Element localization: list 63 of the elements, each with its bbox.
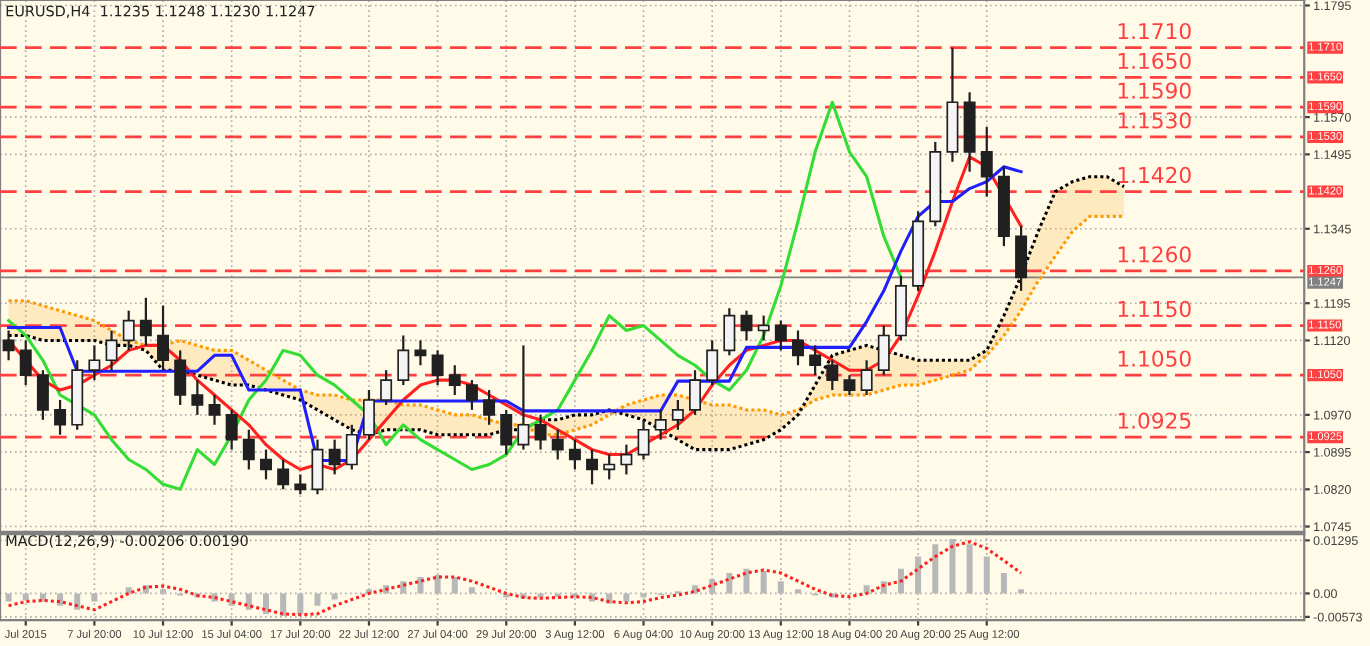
candlestick — [174, 349, 187, 407]
candlestick — [362, 388, 375, 441]
text: 1.1530 — [1118, 112, 1191, 129]
candlestick — [465, 379, 478, 412]
candlestick — [277, 458, 290, 491]
candlestick — [517, 344, 530, 451]
text: 1.1420 — [1118, 166, 1191, 184]
text: 1.1590 — [1118, 82, 1191, 99]
candlestick — [191, 379, 204, 416]
candlestick — [1015, 225, 1028, 292]
candlestick — [54, 398, 67, 436]
text: 1.1150 — [1118, 300, 1191, 318]
candlestick — [260, 448, 272, 481]
candlestick — [448, 364, 461, 397]
candlestick — [654, 408, 667, 441]
candlestick — [328, 438, 341, 476]
candlestick — [157, 304, 170, 372]
candlestick — [826, 359, 839, 392]
candlestick — [208, 393, 221, 426]
candlestick — [568, 438, 581, 471]
text: 1.1260 — [1118, 246, 1191, 263]
candlestick — [483, 388, 496, 426]
candlestick — [534, 413, 547, 451]
candlestick — [36, 369, 49, 421]
candlestick — [380, 369, 393, 407]
text: 1.0925 — [1118, 412, 1191, 429]
candlestick — [620, 443, 633, 476]
candlestick — [723, 307, 736, 357]
candlestick — [311, 438, 324, 496]
text: 1.1650 — [1118, 52, 1191, 70]
candlestick — [877, 324, 890, 377]
candlestick — [706, 339, 719, 387]
candlestick — [139, 296, 152, 347]
candlestick — [809, 344, 822, 377]
candlestick — [671, 398, 684, 431]
candlestick — [689, 369, 702, 416]
candlestick — [397, 334, 410, 387]
candlestick — [843, 374, 856, 397]
candlestick — [431, 349, 444, 387]
candlestick — [242, 428, 255, 471]
candlestick — [792, 329, 804, 367]
candlestick — [122, 309, 135, 352]
candlestick — [225, 408, 238, 451]
candlestick — [637, 418, 650, 461]
text: 1.1710 — [1118, 22, 1191, 40]
candlestick — [345, 423, 358, 471]
candlestick — [757, 314, 770, 342]
candlestick — [860, 359, 873, 397]
text: 1.1050 — [1118, 350, 1191, 367]
candlestick — [774, 319, 787, 352]
candlestick — [980, 125, 993, 198]
candlestick — [19, 339, 32, 387]
candlestick — [500, 408, 513, 456]
candlestick — [586, 448, 599, 486]
candlestick — [603, 453, 616, 481]
candlestick — [88, 344, 101, 382]
candlestick — [414, 339, 427, 367]
candlestick — [2, 329, 15, 362]
candlestick — [105, 329, 118, 372]
candlestick — [740, 309, 753, 342]
line-series — [7, 100, 903, 491]
candlestick — [551, 428, 564, 461]
candlestick — [294, 473, 307, 496]
